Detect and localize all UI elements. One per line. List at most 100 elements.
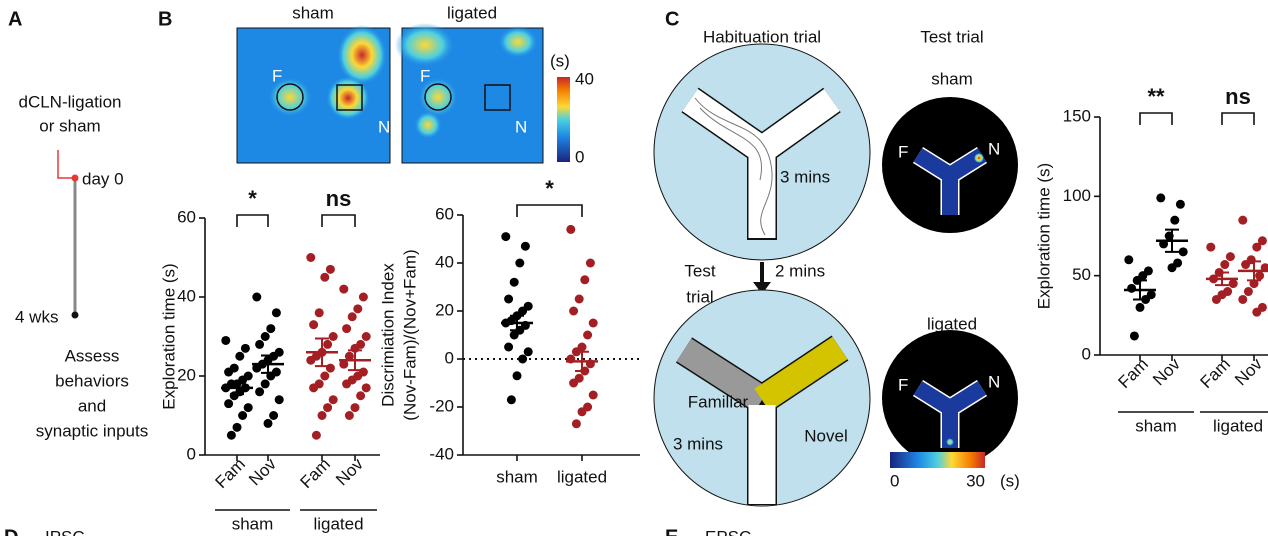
label: F xyxy=(898,142,908,161)
timeline-start xyxy=(57,150,75,179)
label: sham xyxy=(931,69,973,88)
colorbar-tick: 0 xyxy=(890,471,899,490)
colorbar xyxy=(557,77,570,162)
hotspot xyxy=(974,153,984,163)
y-tick-label: 40 xyxy=(435,252,454,271)
sem-bar xyxy=(261,354,275,374)
sem-bar xyxy=(1215,271,1229,287)
colorbar-label: (s) xyxy=(550,51,570,70)
data-point xyxy=(328,395,338,405)
data-point xyxy=(311,430,321,440)
panel-letter: E xyxy=(665,526,678,536)
hotspot xyxy=(418,77,458,117)
significance-label: * xyxy=(545,176,554,201)
significance-label: ns xyxy=(326,186,352,211)
maze-arm-novel xyxy=(754,336,848,412)
colorbar-tick: 0 xyxy=(575,147,584,166)
data-point xyxy=(1175,199,1185,209)
hotspot xyxy=(337,25,387,85)
sem-bar xyxy=(230,380,244,396)
timeline: dCLN-ligation or sham day 0 4 wks Assess… xyxy=(15,92,148,440)
data-point xyxy=(269,411,279,420)
data-point xyxy=(232,422,242,432)
heatmap-title: sham xyxy=(292,3,334,22)
data-point xyxy=(1167,263,1177,273)
x-tick-label: Nov xyxy=(1149,354,1184,389)
data-point xyxy=(238,411,248,420)
significance-bracket xyxy=(1139,112,1173,125)
data-point xyxy=(339,359,349,369)
label: Assess xyxy=(65,346,120,365)
heatmaps: sham ligated F N F N (s) xyxy=(236,3,570,164)
data-point xyxy=(320,272,330,282)
data-point xyxy=(306,253,316,262)
data-point xyxy=(1211,294,1221,304)
data-point xyxy=(317,411,327,420)
data-point xyxy=(1206,242,1216,252)
data-point xyxy=(323,403,333,413)
label: or sham xyxy=(39,116,100,135)
significance-label: * xyxy=(248,186,257,211)
data-point xyxy=(260,332,270,341)
data-point xyxy=(1238,215,1248,225)
panel-letter: D xyxy=(4,526,18,536)
data-point xyxy=(1127,283,1137,293)
data-point xyxy=(1124,255,1134,265)
data-point xyxy=(274,395,284,405)
label: dCLN-ligation xyxy=(19,92,122,111)
label: N xyxy=(515,117,527,136)
sem-bar xyxy=(1247,260,1261,282)
y-axis-label: Exploration time (s) xyxy=(159,263,178,409)
y-tick-label: 40 xyxy=(177,286,196,305)
x-tick-label: Nov xyxy=(332,454,367,489)
group-label: ligated xyxy=(313,514,363,533)
label: 3 mins xyxy=(780,167,830,186)
label: F xyxy=(272,66,282,85)
data-point xyxy=(356,391,366,401)
label: 2 mins xyxy=(775,261,825,280)
maze-arm-familiar xyxy=(676,338,770,412)
data-point xyxy=(583,330,593,340)
hotspot xyxy=(395,23,455,67)
label: Test trial xyxy=(920,27,983,46)
group-label: sham xyxy=(1135,416,1177,435)
data-point xyxy=(1156,193,1166,203)
data-point xyxy=(504,294,514,304)
sem-bar xyxy=(575,350,589,372)
maze-heat xyxy=(913,148,987,215)
data-point xyxy=(320,371,330,381)
trace xyxy=(694,97,773,236)
data-point xyxy=(569,378,579,388)
group-label: sham xyxy=(232,514,274,533)
label: Test xyxy=(684,261,715,280)
y-tick-label: 150 xyxy=(1063,106,1091,125)
heatmap-title: ligated xyxy=(447,3,497,22)
data-point xyxy=(509,330,519,340)
label: 3 mins xyxy=(673,434,723,453)
x-tick-label: ligated xyxy=(557,467,607,486)
data-point xyxy=(504,342,514,352)
data-point xyxy=(574,294,584,304)
arrow-head xyxy=(753,282,771,294)
sem-bar xyxy=(348,349,362,372)
maze-diagram: Habituation trial 3 mins Test trial 2 mi… xyxy=(653,27,1020,507)
y-tick-label: -40 xyxy=(429,444,454,463)
data-point xyxy=(518,354,528,364)
label: trial xyxy=(686,287,713,306)
colorbar-unit: (s) xyxy=(1000,471,1020,490)
data-point xyxy=(580,275,590,285)
y-axis-label: (Nov-Fam)/(Nov+Fam) xyxy=(400,249,419,420)
group-label: ligated xyxy=(1213,416,1263,435)
data-point xyxy=(512,371,522,381)
data-point xyxy=(323,339,333,349)
data-point xyxy=(1178,247,1188,257)
data-point xyxy=(226,430,236,440)
data-point xyxy=(1220,260,1230,270)
data-point xyxy=(1252,242,1262,252)
x-tick-label: Fam xyxy=(1115,355,1152,392)
label: Familiar xyxy=(688,392,749,411)
data-point xyxy=(325,264,335,274)
data-point xyxy=(252,292,262,302)
data-point xyxy=(240,343,250,353)
